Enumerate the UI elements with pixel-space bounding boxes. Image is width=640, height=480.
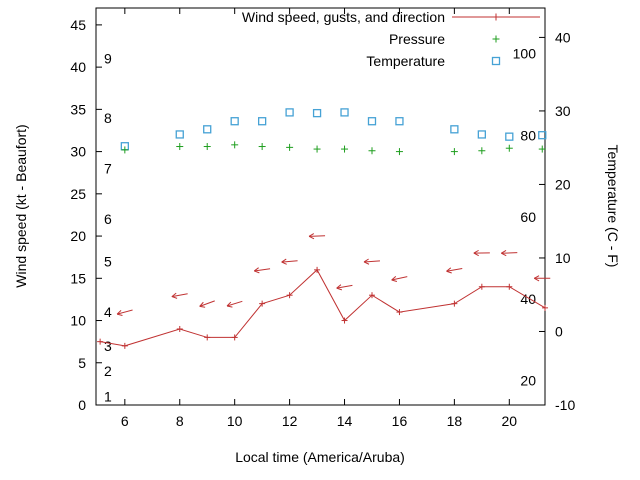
svg-text:6: 6: [104, 211, 112, 227]
wind-speed-series: [97, 266, 548, 349]
svg-text:3: 3: [104, 338, 112, 354]
legend-samples: [452, 13, 540, 66]
svg-text:15: 15: [70, 270, 86, 286]
svg-text:4: 4: [104, 304, 112, 320]
left-axis-title: Wind speed (kt - Beaufort): [13, 124, 29, 287]
svg-text:45: 45: [70, 17, 86, 33]
chart-legend: Wind speed, gusts, and direction Pressur…: [0, 6, 445, 72]
svg-text:14: 14: [337, 413, 353, 429]
svg-text:9: 9: [104, 51, 112, 67]
svg-text:7: 7: [104, 160, 112, 176]
svg-text:1: 1: [104, 389, 112, 405]
svg-text:35: 35: [70, 101, 86, 117]
temperature-series: [120, 108, 547, 151]
plot-generated-layer: 6 8 10 12 14 16 18 20051015202530354045-1001020…: [70, 8, 575, 429]
svg-text:0: 0: [78, 397, 86, 413]
axis-ticks-and-labels: 6 8 10 12 14 16 18 20051015202530354045-1001020…: [70, 8, 575, 429]
svg-text:0: 0: [555, 323, 563, 339]
svg-text:20: 20: [555, 176, 571, 192]
svg-text:16: 16: [392, 413, 408, 429]
right-axis-title: Temperature (C - F): [605, 145, 621, 268]
pressure-series: [121, 141, 546, 156]
svg-text:60: 60: [520, 209, 536, 225]
x-axis-title: Local time (America/Aruba): [235, 449, 405, 465]
svg-text:20: 20: [520, 372, 536, 388]
svg-text:20: 20: [502, 413, 518, 429]
svg-text:10: 10: [555, 250, 571, 266]
svg-text:30: 30: [555, 103, 571, 119]
plot-border: [95, 7, 546, 406]
legend-label-temperature: Temperature: [366, 53, 445, 69]
legend-label-wind: Wind speed, gusts, and direction: [241, 9, 445, 25]
svg-text:40: 40: [70, 59, 86, 75]
legend-item-pressure: Pressure: [0, 28, 445, 50]
svg-text:100: 100: [513, 46, 537, 62]
legend-label-pressure: Pressure: [388, 31, 445, 47]
svg-text:25: 25: [70, 186, 86, 202]
svg-text:6: 6: [121, 413, 129, 429]
legend-item-temperature: Temperature: [0, 50, 445, 72]
svg-text:20: 20: [70, 228, 86, 244]
svg-text:5: 5: [78, 355, 86, 371]
svg-text:10: 10: [70, 313, 86, 329]
svg-text:40: 40: [555, 29, 571, 45]
svg-text:8: 8: [104, 110, 112, 126]
svg-text:40: 40: [520, 291, 536, 307]
svg-text:10: 10: [227, 413, 243, 429]
svg-text:30: 30: [70, 144, 86, 160]
svg-text:-10: -10: [555, 397, 575, 413]
svg-text:18: 18: [447, 413, 463, 429]
svg-text:80: 80: [520, 127, 536, 143]
svg-text:2: 2: [104, 363, 112, 379]
svg-text:5: 5: [104, 253, 112, 269]
svg-text:8: 8: [176, 413, 184, 429]
wind-gusts-series: [116, 233, 551, 316]
legend-item-wind: Wind speed, gusts, and direction: [0, 6, 445, 28]
svg-text:12: 12: [282, 413, 298, 429]
